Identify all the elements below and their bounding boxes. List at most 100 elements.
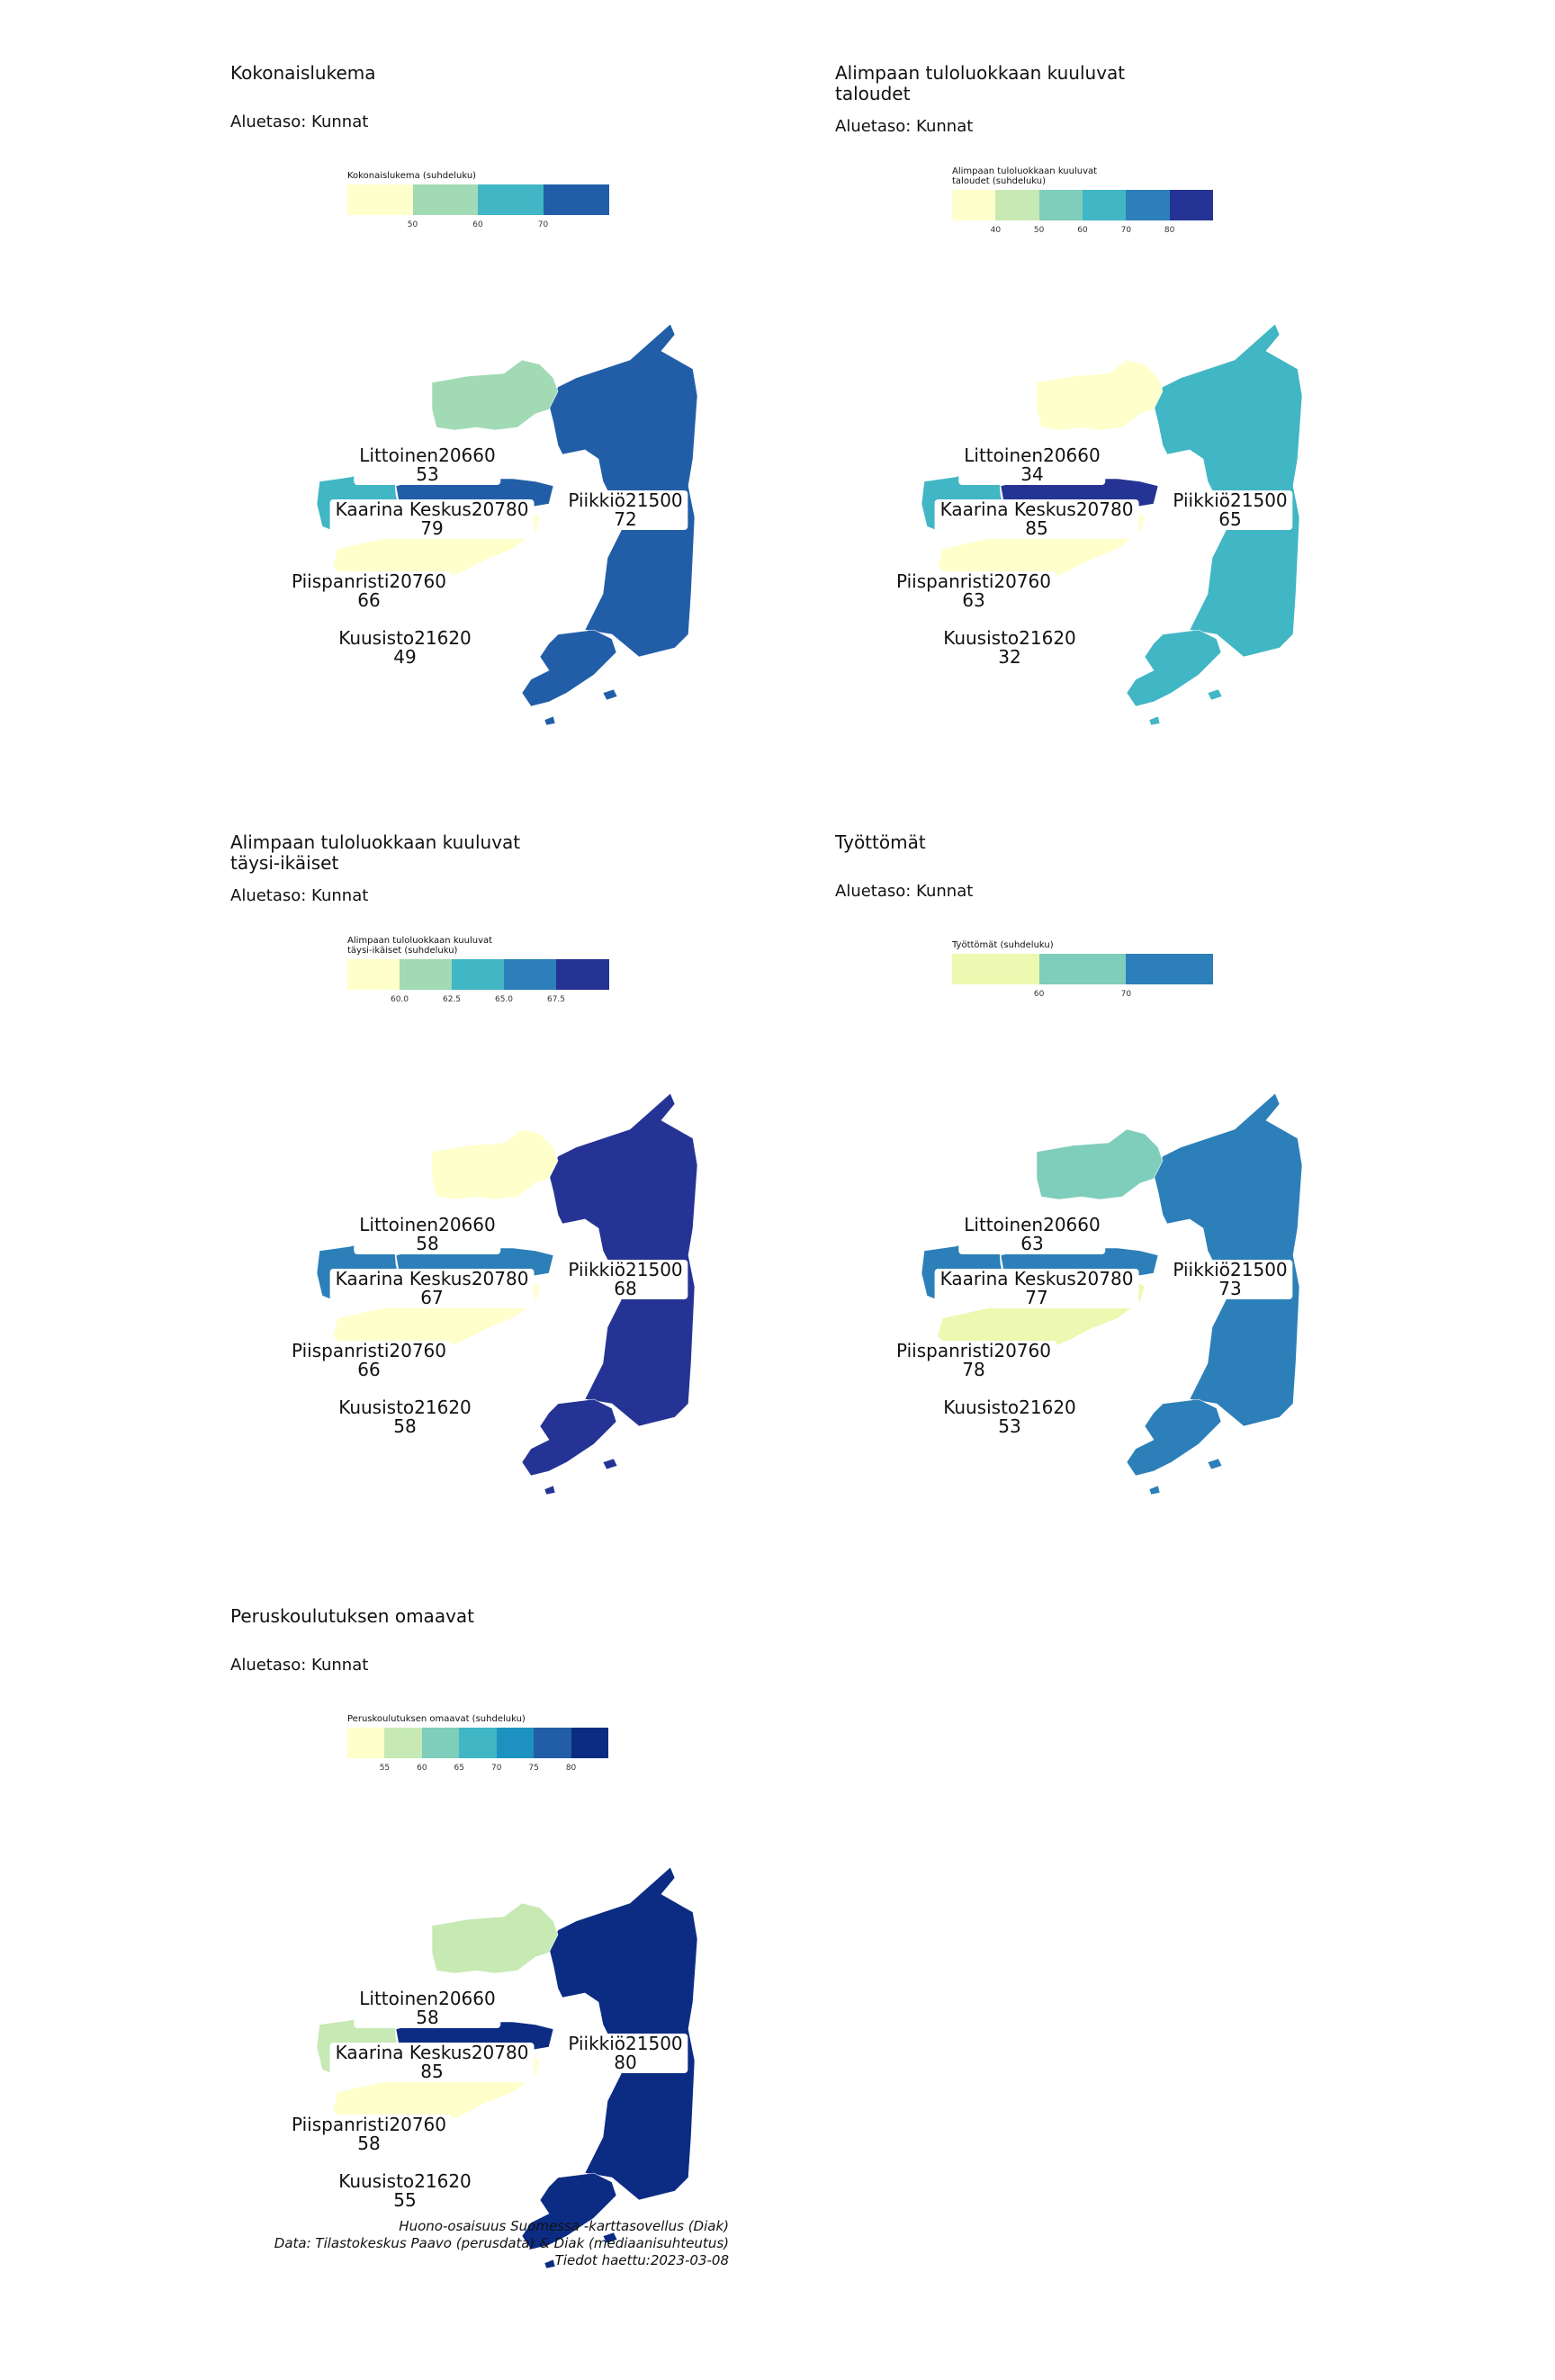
legend-tick-label: 50 — [407, 220, 418, 229]
region-value: 53 — [998, 1415, 1021, 1437]
map-panel: Peruskoulutuksen omaavat Aluetaso: Kunna… — [0, 1606, 778, 2380]
region-name: Kuusisto21620 — [338, 1397, 472, 1418]
region-value: 78 — [962, 1359, 985, 1380]
region-label: Kaarina Keskus20780 79 — [329, 499, 535, 539]
region-piikkio-island[interactable] — [521, 1398, 617, 1477]
region-name: Littoinen20660 — [359, 1988, 496, 2009]
region-littoinen[interactable] — [431, 1902, 559, 1974]
region-piikkio-island[interactable] — [1126, 629, 1222, 707]
region-littoinen[interactable] — [431, 359, 559, 431]
region-name: Kaarina Keskus20780 — [939, 498, 1134, 520]
legend: Kokonaislukema (suhdeluku) 50 60 70 — [347, 171, 609, 229]
legend-tick-label: 70 — [537, 220, 549, 229]
legend-swatch — [504, 959, 557, 990]
legend-swatch — [1083, 190, 1127, 220]
legend-title: Peruskoulutuksen omaavat (suhdeluku) — [347, 1714, 526, 1724]
region-value: 34 — [1020, 463, 1044, 485]
panel-title: Työttömät — [835, 831, 926, 853]
legend-swatch — [952, 954, 1040, 984]
region-value: 85 — [1025, 517, 1048, 539]
region-name: Littoinen20660 — [964, 445, 1101, 466]
legend-swatch — [478, 184, 544, 215]
legend-swatch — [384, 1728, 423, 1758]
legend-title: Alimpaan tuloluokkaan kuuluvat taloudet … — [952, 166, 1098, 186]
region-value: 53 — [416, 463, 439, 485]
region-name: Piikkiö21500 — [1173, 1259, 1288, 1280]
panel-subtitle: Aluetaso: Kunnat — [835, 117, 974, 136]
legend-swatch — [534, 1728, 572, 1758]
region-label: Piispanristi20760 66 — [285, 571, 453, 611]
legend-tick-label: 70 — [1120, 990, 1132, 999]
panel-title: Alimpaan tuloluokkaan kuuluvat taloudet — [835, 62, 1126, 104]
region-piikkio-islet[interactable] — [602, 1458, 618, 1470]
region-littoinen[interactable] — [1036, 1128, 1164, 1200]
region-value: 77 — [1025, 1287, 1048, 1308]
region-littoinen[interactable] — [1036, 359, 1164, 431]
region-label: Piikkiö21500 72 — [562, 490, 688, 530]
legend-colorbar: 60.0 62.5 65.0 67.5 — [347, 959, 609, 1004]
region-piikkio-island[interactable] — [521, 2172, 617, 2250]
panel-subtitle: Aluetaso: Kunnat — [230, 886, 369, 905]
region-value: 85 — [420, 2061, 444, 2082]
region-piikkio-island[interactable] — [521, 629, 617, 707]
region-label: Kuusisto21620 58 — [333, 1397, 477, 1437]
legend-colorbar: 55 60 65 70 75 80 — [347, 1728, 609, 1773]
region-label: Piispanristi20760 58 — [285, 2114, 453, 2154]
legend: Työttömät (suhdeluku) 60 70 — [952, 940, 1214, 999]
panel-subtitle: Aluetaso: Kunnat — [230, 1656, 369, 1675]
legend-swatch — [347, 184, 413, 215]
region-piikkio-islet[interactable] — [602, 2232, 618, 2244]
legend-tick-label: 60 — [1077, 226, 1088, 235]
legend-swatch — [347, 959, 400, 990]
legend-colorbar: 40 50 60 70 80 — [952, 190, 1214, 235]
region-value: 67 — [420, 1287, 444, 1308]
region-piikkio-islet-2[interactable] — [1148, 715, 1161, 726]
legend-swatch — [459, 1728, 498, 1758]
legend-title: Työttömät (suhdeluku) — [952, 940, 1054, 950]
region-piikkio-islet-2[interactable] — [544, 715, 556, 726]
panel-subtitle: Aluetaso: Kunnat — [230, 112, 369, 131]
region-value: 32 — [998, 646, 1021, 668]
region-piikkio-islet[interactable] — [1207, 1458, 1223, 1470]
legend-tick-label: 40 — [990, 226, 1002, 235]
region-name: Kaarina Keskus20780 — [939, 1268, 1134, 1289]
legend-swatch — [571, 1728, 609, 1758]
legend-tick-label: 65 — [454, 1764, 465, 1773]
region-label: Littoinen20660 53 — [354, 445, 501, 485]
region-label: Piikkiö21500 68 — [562, 1260, 688, 1299]
region-label: Kuusisto21620 55 — [333, 2171, 477, 2211]
region-label: Piikkiö21500 73 — [1167, 1259, 1293, 1299]
region-piikkio-islet-2[interactable] — [544, 1485, 556, 1495]
map-panel: Alimpaan tuloluokkaan kuuluvat täysi-ikä… — [0, 832, 778, 1606]
region-piikkio-islet-2[interactable] — [544, 2259, 556, 2269]
region-value: 55 — [393, 2189, 417, 2211]
region-name: Piispanristi20760 — [895, 1340, 1052, 1361]
region-value: 63 — [1020, 1233, 1044, 1254]
region-name: Piispanristi20760 — [291, 2114, 447, 2135]
legend-tick-label: 50 — [1033, 226, 1045, 235]
caption-line-3: Tiedot haettu:2023-03-08 — [554, 2252, 729, 2268]
region-value: 58 — [357, 2133, 381, 2154]
legend-swatch — [400, 959, 453, 990]
region-piikkio-island[interactable] — [1126, 1398, 1222, 1477]
region-value: 68 — [614, 1278, 637, 1299]
map-panel: Työttömät Aluetaso: Kunnat Työttömät (su… — [605, 832, 1382, 1606]
region-label: Kaarina Keskus20780 85 — [329, 2043, 535, 2082]
region-name: Piispanristi20760 — [291, 1340, 447, 1361]
legend-tick-label: 60.0 — [390, 995, 409, 1004]
region-piikkio-islet-2[interactable] — [1148, 1485, 1161, 1495]
region-piikkio-islet[interactable] — [1207, 688, 1223, 701]
legend-tick-label: 67.5 — [546, 995, 566, 1004]
legend-swatch — [1126, 190, 1171, 220]
legend-colorbar: 60 70 — [952, 954, 1214, 999]
region-value: 63 — [962, 589, 985, 611]
legend-swatch — [556, 959, 609, 990]
region-label: Kaarina Keskus20780 67 — [329, 1269, 535, 1308]
region-piikkio-islet[interactable] — [602, 688, 618, 701]
region-littoinen[interactable] — [431, 1128, 559, 1200]
legend-tick-label: 60 — [472, 220, 483, 229]
region-label: Kuusisto21620 49 — [333, 628, 477, 668]
legend-tick-label: 80 — [565, 1764, 577, 1773]
region-value: 65 — [1218, 508, 1242, 530]
region-name: Piikkiö21500 — [568, 489, 683, 511]
